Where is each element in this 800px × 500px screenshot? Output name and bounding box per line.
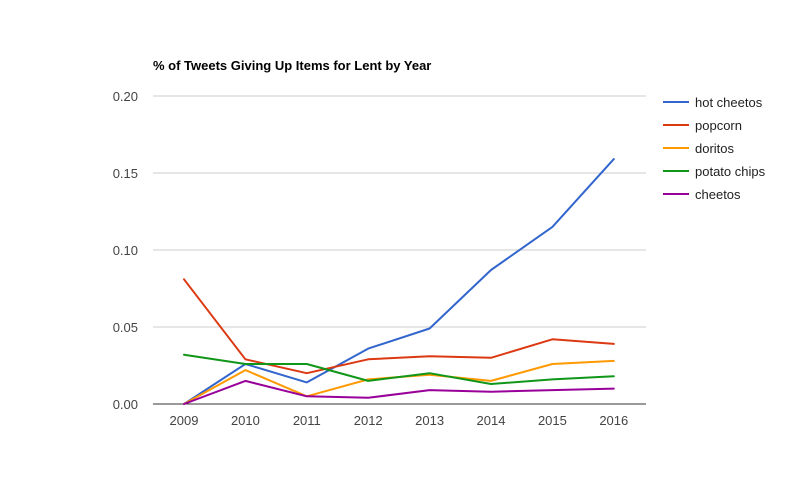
legend-item[interactable]: hot cheetos <box>663 95 763 110</box>
x-tick-label: 2013 <box>415 413 444 428</box>
legend-item[interactable]: popcorn <box>663 118 742 133</box>
gridlines <box>153 95 646 405</box>
y-tick-label: 0.20 <box>113 89 138 104</box>
legend-label: popcorn <box>695 118 742 133</box>
x-tick-label: 2011 <box>293 413 321 428</box>
legend-label: hot cheetos <box>695 95 763 110</box>
legend-item[interactable]: potato chips <box>663 164 766 179</box>
x-tick-label: 2015 <box>538 413 567 428</box>
y-tick-label: 0.00 <box>113 397 138 412</box>
x-tick-label: 2014 <box>477 413 506 428</box>
x-tick-label: 2012 <box>354 413 383 428</box>
series-lines <box>183 158 615 405</box>
legend: hot cheetos popcorn doritos potato chips che… <box>663 95 766 202</box>
legend-label: cheetos <box>695 187 741 202</box>
series-line-hot-cheetos <box>183 158 615 405</box>
legend-item[interactable]: cheetos <box>663 187 741 202</box>
chart-title: % of Tweets Giving Up Items for Lent by … <box>153 58 431 73</box>
legend-label: potato chips <box>695 164 766 179</box>
legend-label: doritos <box>695 141 735 156</box>
series-line-potato-chips <box>183 353 615 385</box>
y-tick-label: 0.15 <box>113 166 138 181</box>
y-tick-label: 0.10 <box>113 243 138 258</box>
y-tick-label: 0.05 <box>113 320 138 335</box>
series-line-popcorn <box>183 278 615 375</box>
series-line-cheetos <box>183 379 615 405</box>
x-tick-label: 2016 <box>599 413 628 428</box>
x-axis-ticks: 2009 2010 2011 2012 2013 2014 2015 2016 <box>170 413 629 428</box>
y-axis-ticks: 0.00 0.05 0.10 0.15 0.20 <box>113 89 138 412</box>
x-tick-label: 2010 <box>231 413 260 428</box>
x-tick-label: 2009 <box>170 413 199 428</box>
legend-item[interactable]: doritos <box>663 141 735 156</box>
